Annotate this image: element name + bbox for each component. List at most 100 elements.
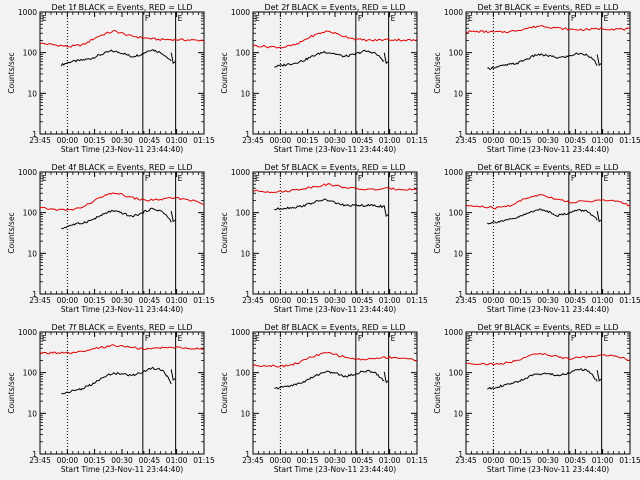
y-tick-label: 1	[245, 290, 250, 299]
detector-panel-9: Det 9f BLACK = Events, RED = LLD 1 10 100 10…	[433, 323, 640, 474]
x-axis-label: Start Time (23-Nov-11 23:44:40)	[274, 465, 396, 474]
lld-series-line	[465, 352, 631, 366]
x-tick-label: 00:15	[510, 296, 532, 305]
detector-panel-5: Det 5f BLACK = Events, RED = LLD 1 10 100 10…	[220, 163, 428, 314]
x-axis-label: Start Time (23-Nov-11 23:44:40)	[487, 465, 609, 474]
detector-panel-3: Det 3f BLACK = Events, RED = LLD 1 10 100 10…	[433, 3, 640, 154]
y-tick-label: 100	[236, 49, 251, 58]
x-axis-label: Start Time (23-Nov-11 23:44:40)	[274, 305, 396, 314]
x-tick-label: 01:00	[379, 136, 401, 145]
x-tick-label: 00:15	[510, 456, 532, 465]
x-tick-label: 23:45	[242, 456, 264, 465]
x-tick-label: 01:15	[619, 296, 640, 305]
y-tick-label: 1	[458, 290, 463, 299]
x-tick-label: 00:15	[297, 296, 319, 305]
flag-label: F	[571, 334, 575, 343]
events-series-line	[274, 369, 385, 390]
flag-label: E	[255, 174, 260, 183]
x-axis-label: Start Time (23-Nov-11 23:44:40)	[274, 145, 396, 154]
plot-frame	[252, 331, 418, 455]
flag-label: E	[391, 334, 396, 343]
lld-series-line	[252, 351, 418, 368]
x-tick-label: 00:00	[57, 136, 79, 145]
y-tick-label: 1	[245, 130, 250, 139]
events-series-line	[61, 207, 172, 230]
events-series-line	[61, 366, 172, 395]
x-tick-label: 01:00	[166, 456, 188, 465]
plot-frame	[39, 11, 205, 135]
x-tick-label: 23:45	[29, 456, 51, 465]
x-axis-label: Start Time (23-Nov-11 23:44:40)	[61, 145, 183, 154]
y-tick-label: 10	[240, 249, 250, 258]
y-axis-label: Counts/sec	[433, 212, 442, 253]
flag-label: E	[468, 334, 473, 343]
plot-frame	[465, 11, 631, 135]
y-tick-label: 1000	[444, 8, 463, 17]
detector-panel-6: Det 6f BLACK = Events, RED = LLD 1 10 100 10…	[433, 163, 640, 314]
x-tick-label: 00:00	[483, 456, 505, 465]
x-tick-label: 00:30	[537, 296, 559, 305]
events-series-tail	[383, 371, 389, 384]
x-tick-label: 00:45	[565, 456, 587, 465]
panel-title: Det 5f BLACK = Events, RED = LLD	[264, 163, 405, 172]
events-series-tail	[596, 54, 602, 67]
x-tick-label: 01:00	[592, 136, 614, 145]
detector-panel-2: Det 2f BLACK = Events, RED = LLD 1 10 100 10…	[220, 3, 428, 154]
events-series-tail	[596, 210, 602, 223]
x-tick-label: 01:00	[166, 136, 188, 145]
y-tick-label: 10	[453, 409, 463, 418]
x-tick-label: 23:45	[455, 136, 477, 145]
panel-title: Det 4f BLACK = Events, RED = LLD	[51, 163, 192, 172]
x-tick-label: 01:15	[406, 136, 428, 145]
y-axis-label: Counts/sec	[220, 372, 229, 413]
y-axis-label: Counts/sec	[7, 52, 16, 93]
lld-series-line	[39, 344, 205, 355]
y-tick-label: 1000	[444, 328, 463, 337]
x-tick-label: 00:30	[537, 456, 559, 465]
y-tick-label: 100	[236, 209, 251, 218]
events-series-line	[274, 198, 385, 211]
y-tick-label: 1000	[231, 8, 250, 17]
flag-label: F	[358, 14, 362, 23]
panel-title: Det 7f BLACK = Events, RED = LLD	[51, 323, 192, 332]
x-tick-label: 00:45	[139, 136, 161, 145]
flag-label: E	[468, 14, 473, 23]
lld-series-line	[39, 29, 205, 48]
flag-label: F	[571, 14, 575, 23]
x-tick-label: 00:00	[483, 296, 505, 305]
events-series-tail	[170, 52, 176, 65]
y-tick-label: 1	[245, 450, 250, 459]
plot-frame	[252, 11, 418, 135]
x-tick-label: 23:45	[29, 136, 51, 145]
x-tick-label: 00:30	[537, 136, 559, 145]
flag-label: E	[255, 334, 260, 343]
flag-label: E	[178, 14, 183, 23]
y-tick-label: 100	[23, 369, 38, 378]
x-tick-label: 00:30	[324, 296, 346, 305]
flag-label: E	[255, 14, 260, 23]
x-tick-label: 01:15	[193, 136, 215, 145]
events-series-line	[60, 49, 172, 67]
x-tick-label: 01:00	[379, 296, 401, 305]
y-tick-label: 100	[449, 209, 464, 218]
y-tick-label: 100	[236, 369, 251, 378]
y-tick-label: 10	[27, 409, 37, 418]
x-tick-label: 00:15	[84, 456, 106, 465]
x-tick-label: 00:00	[483, 136, 505, 145]
flag-label: E	[42, 14, 47, 23]
y-axis-label: Counts/sec	[220, 52, 229, 93]
y-tick-label: 100	[23, 49, 38, 58]
plot-frame	[465, 171, 631, 295]
plot-frame	[465, 331, 631, 455]
panel-title: Det 9f BLACK = Events, RED = LLD	[477, 323, 618, 332]
x-tick-label: 00:15	[84, 136, 106, 145]
y-axis-label: Counts/sec	[433, 52, 442, 93]
lld-series-line	[252, 183, 418, 194]
y-tick-label: 1	[458, 130, 463, 139]
y-tick-label: 100	[23, 209, 38, 218]
y-tick-label: 1000	[18, 8, 37, 17]
y-axis-label: Counts/sec	[433, 372, 442, 413]
events-series-line	[487, 208, 598, 225]
flag-label: E	[391, 174, 396, 183]
y-tick-label: 10	[27, 89, 37, 98]
